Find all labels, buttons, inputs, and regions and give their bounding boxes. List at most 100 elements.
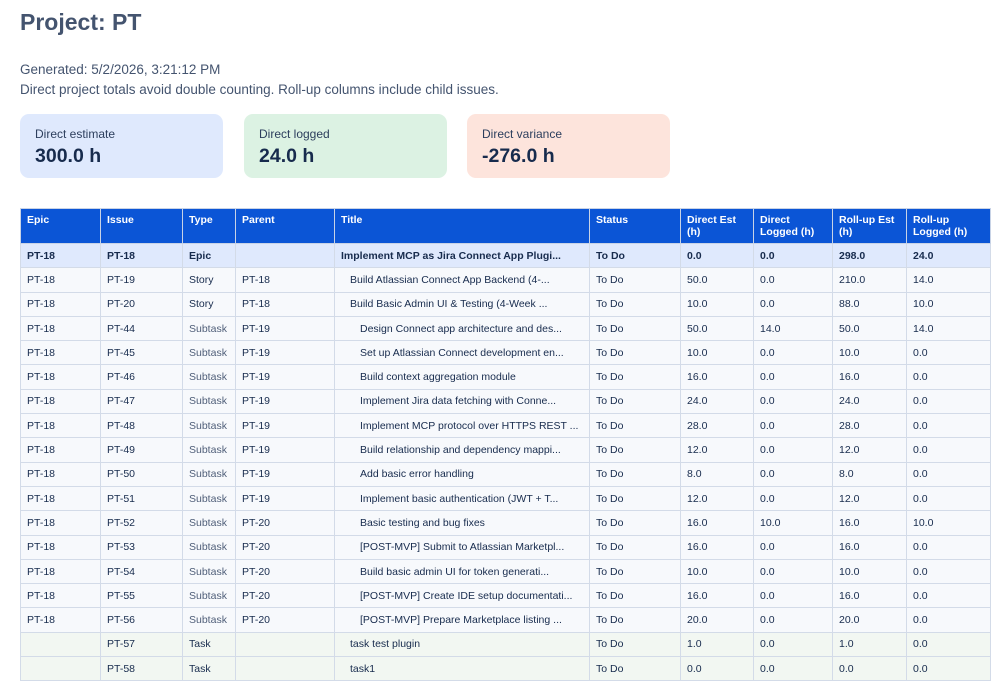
column-header[interactable]: Title xyxy=(334,208,590,244)
column-header[interactable]: Roll-up Logged (h) xyxy=(906,208,991,244)
status-cell: To Do xyxy=(589,558,681,585)
title-cell: Implement MCP protocol over HTTPS REST .… xyxy=(334,413,590,439)
rollup-logged-cell: 0.0 xyxy=(906,656,991,682)
table-row[interactable]: PT-18 PT-48 Subtask PT-19 Implement MCP prot… xyxy=(20,413,991,439)
column-header[interactable]: Direct Est (h) xyxy=(680,208,754,244)
rollup-est-cell: 16.0 xyxy=(832,510,907,536)
type-cell: Subtask xyxy=(182,607,236,633)
column-header[interactable]: Type xyxy=(182,208,236,244)
status-cell: To Do xyxy=(589,534,681,560)
table-row[interactable]: PT-18 PT-52 Subtask PT-20 Basic testing and … xyxy=(20,510,991,536)
status-cell: To Do xyxy=(589,656,681,682)
epic-cell: PT-18 xyxy=(20,607,101,633)
direct-est-cell: 16.0 xyxy=(680,583,754,609)
table-row[interactable]: PT-18 PT-18 Epic Implement MCP as Jira Conn… xyxy=(20,242,991,269)
type-cell: Task xyxy=(182,631,236,658)
direct-logged-cell: 0.0 xyxy=(753,534,833,560)
rollup-est-cell: 24.0 xyxy=(832,388,907,415)
column-header[interactable]: Epic xyxy=(20,208,101,244)
table-row[interactable]: PT-18 PT-51 Subtask PT-19 Implement basic au… xyxy=(20,485,991,512)
status-cell: To Do xyxy=(589,413,681,439)
column-header[interactable]: Status xyxy=(589,208,681,244)
table-row[interactable]: PT-18 PT-54 Subtask PT-20 Build basic admin … xyxy=(20,558,991,585)
direct-logged-cell: 0.0 xyxy=(753,437,833,463)
type-cell: Subtask xyxy=(182,461,236,487)
column-header[interactable]: Direct Logged (h) xyxy=(753,208,833,244)
table-row[interactable]: PT-18 PT-56 Subtask PT-20 [POST-MVP] Prepare… xyxy=(20,607,991,633)
rollup-logged-cell: 0.0 xyxy=(906,364,991,390)
status-cell: To Do xyxy=(589,267,681,293)
parent-cell: PT-19 xyxy=(235,364,335,390)
epic-cell: PT-18 xyxy=(20,437,101,463)
table-row[interactable]: PT-18 PT-50 Subtask PT-19 Add basic error ha… xyxy=(20,461,991,487)
issue-key-cell: PT-20 xyxy=(100,291,183,317)
table-row[interactable]: PT-18 PT-45 Subtask PT-19 Set up Atlassian C… xyxy=(20,340,991,366)
direct-est-cell: 16.0 xyxy=(680,510,754,536)
title-cell: Set up Atlassian Connect development en.… xyxy=(334,340,590,366)
direct-estimate-card: Direct estimate 300.0 h xyxy=(20,114,223,178)
column-header[interactable]: Issue xyxy=(100,208,183,244)
issue-key-cell: PT-47 xyxy=(100,388,183,415)
table-row[interactable]: PT-58 Task task1 To Do 0.0 0.0 0.0 0.0 xyxy=(20,656,991,682)
column-header[interactable]: Parent xyxy=(235,208,335,244)
title-cell: task test plugin xyxy=(334,631,590,658)
parent-cell xyxy=(235,656,335,682)
direct-est-cell: 0.0 xyxy=(680,242,754,269)
rollup-est-cell: 1.0 xyxy=(832,631,907,658)
parent-cell: PT-20 xyxy=(235,607,335,633)
title-cell: [POST-MVP] Create IDE setup documentati.… xyxy=(334,583,590,609)
title-cell: Build Basic Admin UI & Testing (4-Week .… xyxy=(334,291,590,317)
title-cell: Build basic admin UI for token generati.… xyxy=(334,558,590,585)
issue-key-cell: PT-54 xyxy=(100,558,183,585)
direct-est-cell: 10.0 xyxy=(680,558,754,585)
parent-cell: PT-19 xyxy=(235,437,335,463)
parent-cell: PT-20 xyxy=(235,534,335,560)
rollup-est-cell: 210.0 xyxy=(832,267,907,293)
table-row[interactable]: PT-57 Task task test plugin To Do 1.0 0.0 1.0 0… xyxy=(20,631,991,658)
epic-cell: PT-18 xyxy=(20,388,101,415)
epic-cell: PT-18 xyxy=(20,291,101,317)
direct-est-cell: 10.0 xyxy=(680,291,754,317)
status-cell: To Do xyxy=(589,631,681,658)
table-row[interactable]: PT-18 PT-49 Subtask PT-19 Build relationship… xyxy=(20,437,991,463)
direct-est-cell: 20.0 xyxy=(680,607,754,633)
type-cell: Subtask xyxy=(182,388,236,415)
title-cell: Basic testing and bug fixes xyxy=(334,510,590,536)
status-cell: To Do xyxy=(589,364,681,390)
issue-key-cell: PT-45 xyxy=(100,340,183,366)
table-row[interactable]: PT-18 PT-53 Subtask PT-20 [POST-MVP] Submit … xyxy=(20,534,991,560)
direct-est-cell: 24.0 xyxy=(680,388,754,415)
issue-key-cell: PT-56 xyxy=(100,607,183,633)
direct-logged-cell: 0.0 xyxy=(753,413,833,439)
title-cell: [POST-MVP] Submit to Atlassian Marketpl.… xyxy=(334,534,590,560)
table-row[interactable]: PT-18 PT-20 Story PT-18 Build Basic Admin UI… xyxy=(20,291,991,317)
parent-cell: PT-20 xyxy=(235,583,335,609)
parent-cell: PT-18 xyxy=(235,267,335,293)
rollup-est-cell: 10.0 xyxy=(832,558,907,585)
card-value: 24.0 h xyxy=(259,145,315,167)
parent-cell xyxy=(235,242,335,269)
table-row[interactable]: PT-18 PT-44 Subtask PT-19 Design Connect app… xyxy=(20,315,991,342)
table-row[interactable]: PT-18 PT-46 Subtask PT-19 Build context aggr… xyxy=(20,364,991,390)
issue-key-cell: PT-51 xyxy=(100,485,183,512)
title-cell: Implement MCP as Jira Connect App Plugi.… xyxy=(334,242,590,269)
direct-logged-cell: 0.0 xyxy=(753,485,833,512)
table-row[interactable]: PT-18 PT-19 Story PT-18 Build Atlassian Conn… xyxy=(20,267,991,293)
parent-cell: PT-19 xyxy=(235,388,335,415)
direct-logged-card: Direct logged 24.0 h xyxy=(244,114,447,178)
status-cell: To Do xyxy=(589,291,681,317)
status-cell: To Do xyxy=(589,315,681,342)
table-row[interactable]: PT-18 PT-55 Subtask PT-20 [POST-MVP] Create … xyxy=(20,583,991,609)
status-cell: To Do xyxy=(589,340,681,366)
column-header[interactable]: Roll-up Est (h) xyxy=(832,208,907,244)
type-cell: Subtask xyxy=(182,340,236,366)
rollup-logged-cell: 24.0 xyxy=(906,242,991,269)
epic-cell: PT-18 xyxy=(20,315,101,342)
direct-est-cell: 16.0 xyxy=(680,534,754,560)
rollup-est-cell: 12.0 xyxy=(832,485,907,512)
direct-est-cell: 0.0 xyxy=(680,656,754,682)
table-row[interactable]: PT-18 PT-47 Subtask PT-19 Implement Jira dat… xyxy=(20,388,991,415)
direct-logged-cell: 0.0 xyxy=(753,388,833,415)
rollup-est-cell: 16.0 xyxy=(832,534,907,560)
type-cell: Story xyxy=(182,267,236,293)
